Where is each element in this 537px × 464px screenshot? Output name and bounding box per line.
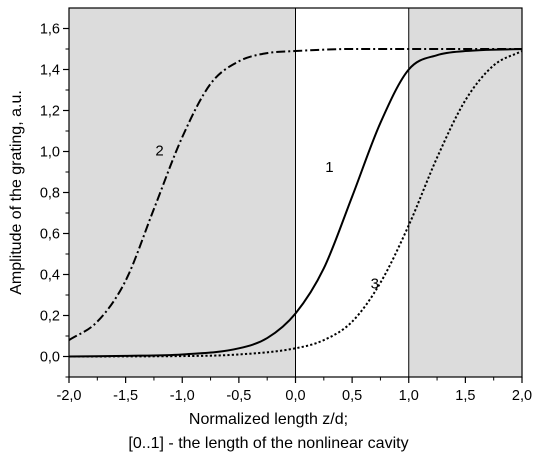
shaded-region-2 [408,8,522,377]
x-tick-label: -1,5 [113,388,138,404]
x-tick-label: -1,0 [170,388,195,404]
series-1-line [68,48,523,358]
shaded-region-1 [69,8,296,377]
y-tick-label: 0,2 [40,309,60,325]
x-axis-subtitle: [0..1] - the length of the nonlinear cav… [128,435,409,452]
series-1-label: 1 [325,159,333,176]
x-tick-label: 1,5 [455,388,475,404]
axis-ticks: -2,0 -1,5 -1,0 -0,5 0,0 0,5 1,0 1,5 2,0 0,0 0,2 0,4… [40,22,532,405]
series-2-label: 2 [155,142,163,159]
x-tick-label: -2,0 [57,388,82,404]
x-axis-title: Normalized length z/d; [188,411,349,428]
shaded-regions [69,8,522,377]
x-tick-label: 2,0 [512,388,532,404]
series-curves [68,47,523,358]
x-tick-label: -0,5 [226,388,251,404]
y-tick-label: 0,4 [40,268,60,284]
x-tick-label: 0,0 [285,388,305,404]
y-axis-title: Amplitude of the grating, a.u. [8,90,25,295]
y-tick-label: 1,4 [40,63,60,79]
y-tick-label: 0,6 [40,227,60,243]
y-tick-label: 1,6 [40,22,60,38]
y-tick-label: 1,2 [40,104,60,120]
x-tick-label: 1,0 [399,388,419,404]
curve-labels: 1 2 3 [155,142,379,292]
y-tick-label: 1,0 [40,145,60,161]
x-tick-label: 0,5 [342,388,362,404]
y-tick-label: 0,0 [40,350,60,366]
series-3-line [68,50,523,358]
y-tick-label: 0,8 [40,186,60,202]
series-3-label: 3 [371,276,379,293]
